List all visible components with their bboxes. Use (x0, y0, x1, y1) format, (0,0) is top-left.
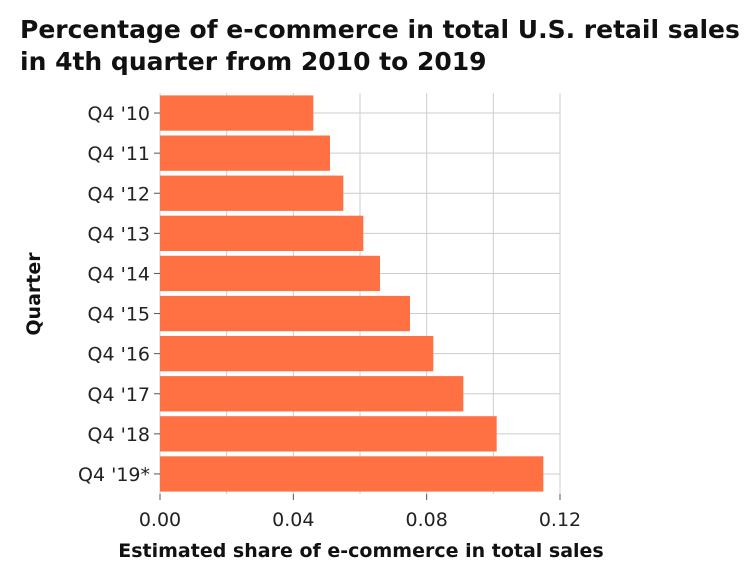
y-tick-label: Q4 '13 (88, 223, 150, 245)
x-tick-label: 0.04 (272, 509, 314, 531)
x-tick-label: 0.08 (406, 509, 448, 531)
x-axis-label: Estimated share of e-commerce in total s… (118, 540, 604, 562)
y-tick-label: Q4 '11 (88, 143, 150, 165)
y-tick-label: Q4 '16 (88, 344, 150, 366)
x-tick-label: 0.00 (139, 509, 181, 531)
y-tick-label: Q4 '18 (88, 424, 150, 446)
bar-5 (160, 296, 410, 331)
bar-7 (160, 376, 463, 411)
y-tick-label: Q4 '15 (88, 304, 150, 326)
bar-4 (160, 256, 380, 291)
y-tick-label: Q4 '12 (88, 183, 150, 205)
y-axis-label: Quarter (23, 252, 45, 336)
bar-2 (160, 176, 343, 211)
bar-1 (160, 136, 330, 171)
bar-9 (160, 456, 543, 491)
y-tick-label: Q4 '10 (88, 103, 150, 125)
y-tick-label: Q4 '14 (88, 263, 150, 285)
bar-8 (160, 416, 497, 451)
y-tick-label: Q4 '17 (88, 384, 150, 406)
x-tick-label: 0.12 (539, 509, 581, 531)
bar-3 (160, 216, 363, 251)
bar-6 (160, 336, 433, 371)
bars (160, 95, 543, 491)
bar-0 (160, 95, 313, 130)
y-tick-label: Q4 '19* (78, 464, 150, 486)
